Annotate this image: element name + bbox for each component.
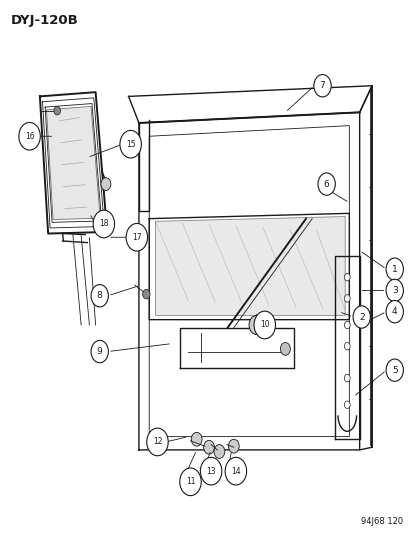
Polygon shape <box>46 107 100 220</box>
Circle shape <box>344 321 349 329</box>
Text: 16: 16 <box>25 132 34 141</box>
Circle shape <box>254 311 275 339</box>
Text: 94J68 120: 94J68 120 <box>360 517 402 526</box>
Text: 3: 3 <box>391 286 396 295</box>
Circle shape <box>344 401 349 408</box>
Circle shape <box>19 123 40 150</box>
Circle shape <box>93 210 114 238</box>
Text: 5: 5 <box>391 366 396 375</box>
Text: 7: 7 <box>319 81 325 90</box>
Text: 1: 1 <box>391 265 396 273</box>
Circle shape <box>91 341 108 363</box>
Circle shape <box>352 306 370 328</box>
Circle shape <box>280 343 290 356</box>
Text: 8: 8 <box>97 291 102 300</box>
Text: 13: 13 <box>206 467 216 475</box>
Circle shape <box>385 258 402 280</box>
Text: 14: 14 <box>230 467 240 475</box>
Circle shape <box>249 316 263 335</box>
Text: 2: 2 <box>358 312 364 321</box>
Circle shape <box>101 177 111 190</box>
Circle shape <box>385 301 402 323</box>
Circle shape <box>200 457 221 485</box>
Circle shape <box>317 173 335 195</box>
Text: 15: 15 <box>126 140 135 149</box>
Text: 9: 9 <box>97 347 102 356</box>
Circle shape <box>313 75 330 97</box>
Polygon shape <box>155 216 344 316</box>
Circle shape <box>385 279 402 302</box>
Circle shape <box>385 359 402 381</box>
Circle shape <box>344 295 349 302</box>
Text: 18: 18 <box>99 220 108 229</box>
Circle shape <box>142 289 150 299</box>
Circle shape <box>214 445 224 458</box>
Circle shape <box>146 428 168 456</box>
Circle shape <box>179 468 201 496</box>
Text: 6: 6 <box>323 180 329 189</box>
Text: DYJ-120B: DYJ-120B <box>11 14 78 27</box>
Circle shape <box>91 285 108 307</box>
Circle shape <box>191 432 202 446</box>
Text: 17: 17 <box>132 233 141 242</box>
Text: 11: 11 <box>185 478 195 486</box>
Text: 4: 4 <box>391 307 396 316</box>
Circle shape <box>228 439 239 453</box>
Circle shape <box>120 131 141 158</box>
Circle shape <box>344 273 349 281</box>
Circle shape <box>225 457 246 485</box>
Text: 10: 10 <box>259 320 269 329</box>
Circle shape <box>344 374 349 382</box>
Circle shape <box>54 107 60 115</box>
Circle shape <box>126 223 147 251</box>
Circle shape <box>344 343 349 350</box>
Circle shape <box>203 440 214 454</box>
Text: 12: 12 <box>152 438 162 447</box>
